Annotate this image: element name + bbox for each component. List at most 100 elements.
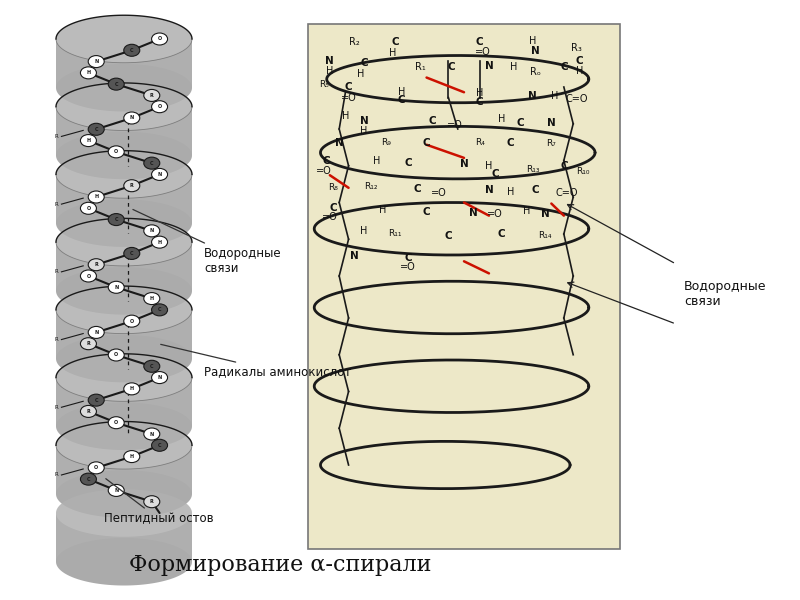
Circle shape [144, 360, 160, 372]
Text: H: H [510, 62, 518, 72]
Circle shape [88, 394, 104, 406]
Text: N: N [158, 172, 162, 177]
Text: C: C [576, 56, 583, 66]
Text: Rₒ: Rₒ [530, 67, 542, 77]
Circle shape [151, 371, 167, 383]
Text: R: R [54, 269, 58, 274]
Text: =O: =O [316, 166, 331, 176]
Text: N: N [150, 431, 154, 437]
Text: Пептидный остов: Пептидный остов [104, 479, 214, 526]
Text: =O: =O [431, 188, 447, 198]
Text: H: H [361, 226, 368, 236]
Text: C: C [404, 253, 412, 263]
Text: R₁₃: R₁₃ [526, 166, 539, 175]
Text: Водородные
связи: Водородные связи [684, 280, 766, 308]
Polygon shape [56, 513, 192, 586]
Text: N: N [350, 251, 359, 261]
Text: C: C [86, 476, 90, 482]
Text: H: H [358, 69, 365, 79]
Text: H: H [158, 239, 162, 245]
Text: H: H [507, 187, 514, 197]
Text: R₁₄: R₁₄ [538, 231, 552, 240]
Text: =O: =O [487, 209, 503, 219]
Text: O: O [130, 319, 134, 323]
Circle shape [81, 270, 97, 282]
Polygon shape [56, 151, 192, 223]
Text: H: H [398, 87, 406, 97]
Polygon shape [56, 354, 192, 427]
Text: N: N [335, 138, 343, 148]
Text: C: C [422, 138, 430, 148]
Text: H: H [486, 161, 493, 171]
Text: C: C [507, 138, 514, 148]
Text: C: C [150, 161, 154, 166]
Text: C: C [448, 62, 455, 72]
Circle shape [108, 78, 124, 90]
Polygon shape [56, 377, 192, 450]
Text: =O: =O [400, 262, 416, 272]
Circle shape [124, 383, 140, 395]
Text: C: C [130, 251, 134, 256]
Text: =O: =O [446, 120, 462, 130]
Circle shape [88, 326, 104, 338]
Text: =O: =O [341, 92, 357, 103]
Circle shape [108, 484, 124, 496]
Text: N: N [360, 116, 369, 126]
Text: R₁: R₁ [415, 62, 426, 72]
Polygon shape [56, 286, 192, 359]
Text: N: N [485, 185, 494, 196]
Circle shape [108, 349, 124, 361]
Text: N: N [326, 56, 334, 66]
Text: H: H [326, 66, 334, 76]
Text: N: N [460, 159, 468, 169]
Text: C: C [445, 230, 452, 241]
Text: N: N [541, 209, 550, 219]
Text: N: N [469, 208, 478, 218]
Text: N: N [114, 285, 118, 290]
Text: R: R [54, 337, 58, 342]
Text: N: N [485, 61, 494, 71]
Circle shape [81, 473, 97, 485]
Text: N: N [158, 375, 162, 380]
Circle shape [108, 214, 124, 226]
Text: H: H [476, 88, 483, 98]
Text: C: C [476, 37, 483, 47]
Circle shape [144, 225, 160, 237]
Text: C: C [404, 158, 412, 168]
Text: C: C [498, 229, 506, 239]
Text: N: N [150, 229, 154, 233]
Text: R: R [130, 183, 134, 188]
Circle shape [144, 293, 160, 305]
Circle shape [81, 134, 97, 146]
Text: C: C [323, 155, 330, 166]
Circle shape [108, 417, 124, 429]
Text: H: H [86, 70, 90, 76]
Text: C: C [422, 207, 430, 217]
Text: R: R [94, 262, 98, 267]
Text: R₁₁: R₁₁ [389, 229, 402, 238]
Text: H: H [379, 205, 386, 215]
Text: C: C [532, 185, 539, 196]
Circle shape [108, 146, 124, 158]
Circle shape [124, 247, 140, 259]
Text: O: O [158, 37, 162, 41]
Text: R₄: R₄ [474, 137, 485, 146]
Polygon shape [56, 489, 192, 562]
Text: R: R [150, 499, 154, 504]
Text: R: R [86, 341, 90, 346]
Text: N: N [94, 330, 98, 335]
Text: R: R [54, 134, 58, 139]
Circle shape [144, 157, 160, 169]
Text: H: H [576, 66, 583, 76]
Text: C: C [158, 443, 162, 448]
Text: C: C [114, 217, 118, 222]
Circle shape [108, 281, 124, 293]
Circle shape [144, 496, 160, 508]
Text: C: C [491, 169, 499, 179]
Text: C: C [391, 37, 399, 47]
FancyBboxPatch shape [308, 24, 620, 549]
Polygon shape [56, 422, 192, 494]
Text: H: H [550, 91, 558, 101]
Text: C: C [114, 82, 118, 86]
Text: R₁₀: R₁₀ [576, 166, 590, 175]
